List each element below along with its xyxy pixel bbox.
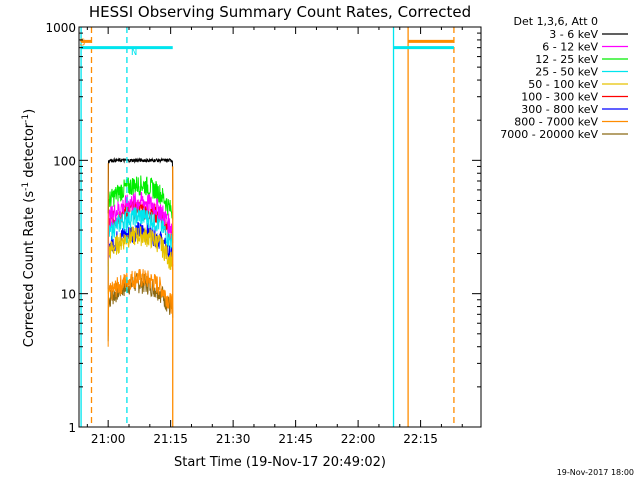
legend-entry-label: 7000 - 20000 keV <box>500 128 598 141</box>
y-tick-label: 1000 <box>45 21 76 35</box>
legend-entry-label: 50 - 100 keV <box>528 78 598 91</box>
axis-layer: 21:00 21:15 21:30 21:45 22:00 22:15 1 10 100 1000 <box>45 21 481 446</box>
y-tick-label: 1 <box>68 421 76 435</box>
plot-frame <box>78 26 482 428</box>
y-axis-label-sup1: -1 <box>21 182 31 191</box>
x-tick-label: 21:15 <box>153 432 188 446</box>
chart-title: HESSI Observing Summary Count Rates, Cor… <box>89 3 471 21</box>
series-line <box>107 226 174 294</box>
x-tick-label: 21:00 <box>91 432 126 446</box>
legend-title: Det 1,3,6, Att 0 <box>514 15 598 28</box>
y-axis-label-sup2: -1 <box>21 114 31 123</box>
event-layer: SN <box>79 27 455 427</box>
series-line <box>107 206 174 275</box>
x-tick-label: 22:00 <box>341 432 376 446</box>
series-layer <box>107 156 174 427</box>
legend-entry-label: 800 - 7000 keV <box>514 116 598 129</box>
series-line <box>107 175 174 244</box>
x-tick-label: 22:15 <box>403 432 438 446</box>
y-tick-label: 100 <box>53 154 76 168</box>
legend-entry-label: 100 - 300 keV <box>521 91 598 104</box>
x-tick-label: 21:30 <box>216 432 251 446</box>
series-line <box>107 191 174 260</box>
legend-entry-label: 300 - 800 keV <box>521 103 598 116</box>
y-axis-label: Corrected Count Rate (s-1 detector-1) <box>21 109 37 347</box>
x-axis-label: Start Time (19-Nov-17 20:49:02) <box>174 455 386 470</box>
y-axis-label-mid: detector <box>22 122 37 182</box>
flag-annotation: N <box>131 47 137 58</box>
legend-entry-label: 6 - 12 keV <box>542 41 598 54</box>
y-axis-label-main: Corrected Count Rate (s <box>22 191 37 348</box>
legend-entry-label: 3 - 6 keV <box>549 28 598 41</box>
y-axis-label-end: ) <box>22 109 37 114</box>
y-tick-label: 10 <box>61 288 76 302</box>
footer-date: 19-Nov-2017 18:00 <box>557 468 634 477</box>
series-line <box>107 269 174 337</box>
series-line <box>107 156 174 214</box>
legend-entry-label: 25 - 50 keV <box>535 66 598 79</box>
x-tick-label: 21:45 <box>278 432 313 446</box>
legend-entry-label: 12 - 25 keV <box>535 53 598 66</box>
flag-annotation: S <box>79 37 85 48</box>
